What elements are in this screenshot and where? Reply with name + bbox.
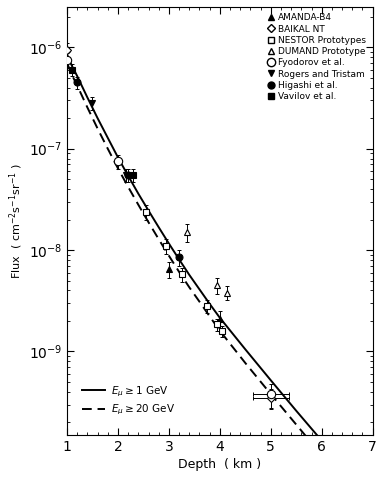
Y-axis label: Flux  ( cm$^{-2}$s$^{-1}$sr$^{-1}$ ): Flux ( cm$^{-2}$s$^{-1}$sr$^{-1}$ )	[7, 163, 25, 279]
DUMAND Prototype	[225, 290, 230, 295]
AMANDA-B4	[218, 316, 222, 322]
Line: NESTOR Prototypes: NESTOR Prototypes	[142, 208, 226, 334]
AMANDA-B4	[167, 266, 171, 272]
Higashi et al.	[126, 172, 131, 178]
Legend: $E_{\mu} \geq 1$ GeV, $E_{\mu} \geq 20$ GeV: $E_{\mu} \geq 1$ GeV, $E_{\mu} \geq 20$ …	[78, 380, 179, 421]
Line: BAIKAL NT: BAIKAL NT	[64, 47, 273, 401]
Fyodorov et al.	[65, 57, 69, 63]
Line: Rogers and Tristam: Rogers and Tristam	[89, 100, 129, 178]
NESTOR Prototypes	[144, 209, 148, 215]
Vavilov et al.	[70, 67, 74, 73]
Line: AMANDA-B4: AMANDA-B4	[166, 266, 223, 322]
Higashi et al.	[177, 254, 181, 260]
Rogers and Tristam	[90, 100, 95, 106]
Vavilov et al.	[131, 172, 136, 178]
Rogers and Tristam	[123, 172, 128, 178]
NESTOR Prototypes	[220, 328, 225, 334]
Fyodorov et al.	[116, 159, 120, 164]
NESTOR Prototypes	[205, 303, 209, 309]
Higashi et al.	[75, 80, 79, 86]
Line: Vavilov et al.: Vavilov et al.	[69, 66, 351, 478]
Line: Fyodorov et al.: Fyodorov et al.	[63, 56, 275, 398]
DUMAND Prototype	[215, 282, 220, 288]
X-axis label: Depth  ( km ): Depth ( km )	[178, 458, 262, 471]
Fyodorov et al.	[268, 391, 273, 397]
Line: DUMAND Prototype: DUMAND Prototype	[183, 229, 231, 296]
DUMAND Prototype	[184, 229, 189, 235]
BAIKAL NT	[65, 47, 69, 53]
NESTOR Prototypes	[164, 243, 169, 249]
NESTOR Prototypes	[215, 322, 220, 327]
BAIKAL NT	[268, 395, 273, 401]
Line: Higashi et al.: Higashi et al.	[74, 79, 182, 261]
NESTOR Prototypes	[179, 271, 184, 277]
